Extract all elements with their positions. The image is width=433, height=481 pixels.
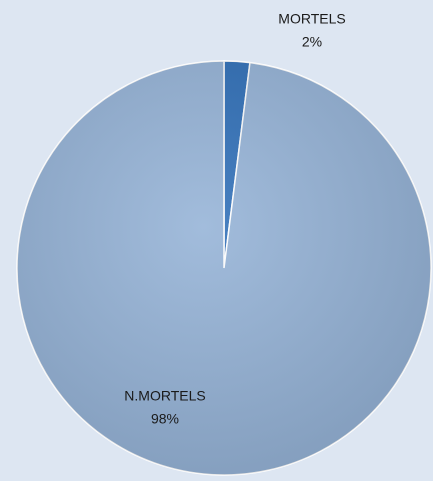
slice-value-label: 98%	[151, 411, 179, 427]
pie-slice	[16, 60, 432, 476]
slice-label: N.MORTELS	[124, 388, 205, 404]
slice-value-label: 2%	[302, 34, 322, 50]
slice-label: MORTELS	[278, 11, 345, 27]
